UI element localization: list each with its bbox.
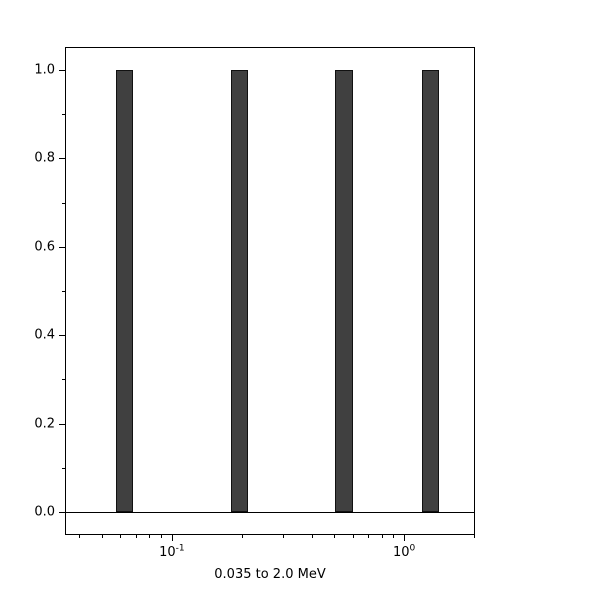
y-axis-tick-minor xyxy=(62,467,66,469)
y-axis-tick-label: 0.2 xyxy=(34,416,55,432)
y-axis-tick-major xyxy=(59,511,66,513)
x-axis-tick-minor xyxy=(311,534,313,538)
y-axis-tick-label: 0.6 xyxy=(34,239,55,255)
y-axis-tick-minor xyxy=(62,114,66,116)
x-axis-tick-minor xyxy=(241,534,243,538)
y-axis-tick-minor xyxy=(62,379,66,381)
bar xyxy=(231,70,249,512)
bar xyxy=(335,70,353,512)
x-axis-tick-minor xyxy=(161,534,163,538)
y-axis-tick-label: 1.0 xyxy=(34,62,55,78)
y-axis-tick-major xyxy=(59,158,66,160)
x-axis-tick-minor xyxy=(149,534,151,538)
y-axis-tick-major xyxy=(59,423,66,425)
x-axis-tick-minor xyxy=(393,534,395,538)
bar xyxy=(421,70,440,512)
y-axis-tick-major xyxy=(59,70,66,72)
x-axis-tick-minor xyxy=(120,534,122,538)
plot-data-area xyxy=(66,48,474,534)
x-axis-tick-minor xyxy=(282,534,284,538)
y-axis-tick-major xyxy=(59,335,66,337)
x-axis-tick-major xyxy=(171,534,173,541)
bar xyxy=(116,70,133,512)
y-axis-tick-label: 0.0 xyxy=(34,504,55,520)
baseline-line xyxy=(66,511,474,513)
x-axis-tick-minor xyxy=(79,534,81,538)
x-axis-tick-minor xyxy=(474,534,475,538)
x-axis-tick-minor xyxy=(368,534,370,538)
x-axis-tick-label: 100 xyxy=(392,543,416,560)
x-axis-tick-minor xyxy=(101,534,103,538)
y-axis-tick-minor xyxy=(62,291,66,292)
x-axis-tick-minor xyxy=(381,534,383,538)
x-axis-tick-label: 10-1 xyxy=(159,543,185,560)
x-axis-tick-minor xyxy=(135,534,137,538)
y-axis-tick-major xyxy=(59,246,66,248)
plot-axes-frame: 0.0 0.2 0.4 0.6 0.8 1.0 10-1 100 xyxy=(34,47,475,560)
x-axis-tick-minor xyxy=(334,534,336,538)
x-axis-label: 0.035 to 2.0 MeV xyxy=(214,567,326,582)
y-axis-tick-label: 0.8 xyxy=(34,150,55,166)
y-axis-tick-minor xyxy=(62,202,66,204)
x-axis-tick-minor xyxy=(352,534,354,538)
x-axis-tick-major xyxy=(404,534,406,541)
y-axis-tick-label: 0.4 xyxy=(34,327,55,343)
